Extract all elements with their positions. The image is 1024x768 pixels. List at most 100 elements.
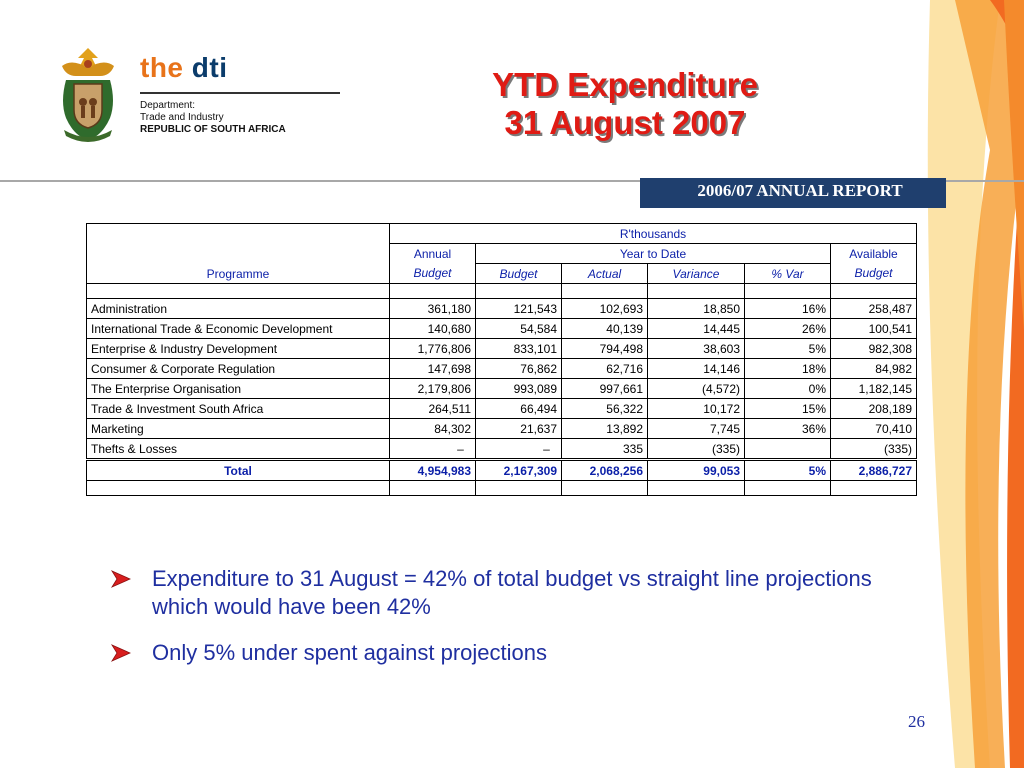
table-row: The Enterprise Organisation 2,179,806 99… (86, 378, 917, 399)
brand-divider (140, 92, 340, 94)
slide-title: YTD Expenditure 31 August 2007 (380, 66, 870, 142)
spacer-row (86, 283, 917, 299)
table-row: Enterprise & Industry Development 1,776,… (86, 338, 917, 359)
ytd-budget-cell: 76,862 (475, 358, 562, 379)
spacer-cell (561, 480, 648, 496)
total-row: Total 4,954,983 2,167,309 2,068,256 99,0… (86, 458, 917, 481)
ytd-variance-cell: 14,146 (647, 358, 745, 379)
red-arrow-bullet-icon (110, 644, 131, 662)
available-budget-cell: 982,308 (830, 338, 917, 359)
spacer-cell (744, 480, 831, 496)
spacer-cell (830, 480, 917, 496)
department-name: Department: Trade and Industry REPUBLIC … (140, 100, 286, 136)
ytd-budget-cell: 993,089 (475, 378, 562, 399)
header-row-units: Programme R'thousands (86, 223, 917, 284)
available-budget-cell: 70,410 (830, 418, 917, 439)
ytd-variance-cell: 18,850 (647, 298, 745, 319)
spacer-cell (475, 480, 562, 496)
ytd-variance-cell: (335) (647, 438, 745, 460)
table-row: Administration 361,180 121,543 102,693 1… (86, 298, 917, 319)
spacer-cell (389, 283, 476, 299)
table-row: Trade & Investment South Africa 264,511 … (86, 398, 917, 419)
dept-line-1: Department: (140, 100, 196, 111)
available-budget-cell: 84,982 (830, 358, 917, 379)
ytd-variance-header: Variance (647, 263, 745, 284)
available-header: Available (830, 243, 917, 264)
pct-var-cell: 5% (744, 338, 831, 359)
coat-of-arms-icon (62, 48, 114, 142)
ytd-budget-cell: – (475, 438, 562, 460)
pct-var-cell (744, 438, 831, 460)
ytd-budget-cell: 121,543 (475, 298, 562, 319)
dept-line-2: Trade and Industry (140, 112, 224, 123)
programme-cell: Administration (86, 298, 390, 319)
spacer-cell (389, 480, 476, 496)
table-row: Thefts & Losses – – 335 (335) (335) (86, 438, 917, 460)
available-budget-cell: 100,541 (830, 318, 917, 339)
title-line-2: 31 August 2007 (504, 104, 746, 141)
brand-wordmark: the dti (140, 52, 228, 84)
programme-cell: Consumer & Corporate Regulation (86, 358, 390, 379)
ytd-budget-cell: 21,637 (475, 418, 562, 439)
ytd-actual-cell: 13,892 (561, 418, 648, 439)
ytd-variance-cell: 38,603 (647, 338, 745, 359)
annual-budget-cell: 147,698 (389, 358, 476, 379)
ytd-actual-cell: 102,693 (561, 298, 648, 319)
annual-header: Annual (389, 243, 476, 264)
brand-dti: dti (191, 52, 228, 83)
spacer-cell (561, 283, 648, 299)
ytd-variance-cell: (4,572) (647, 378, 745, 399)
ytd-actual-cell: 794,498 (561, 338, 648, 359)
available-budget-cell: (335) (830, 438, 917, 460)
spacer-cell (86, 480, 390, 496)
pct-var-cell: 16% (744, 298, 831, 319)
annual-budget-header: Budget (389, 263, 476, 284)
page-number: 26 (908, 712, 925, 731)
expenditure-table: Programme R'thousands Annual Year to Dat… (86, 223, 917, 496)
annual-budget-cell: 264,511 (389, 398, 476, 419)
table-row: Marketing 84,302 21,637 13,892 7,745 36%… (86, 418, 917, 439)
total-actual-cell: 2,068,256 (561, 458, 648, 481)
total-annual-cell: 4,954,983 (389, 458, 476, 481)
programme-cell: Enterprise & Industry Development (86, 338, 390, 359)
annual-budget-cell: 1,776,806 (389, 338, 476, 359)
programme-header: Programme (86, 223, 390, 284)
bullet-list: Expenditure to 31 August = 42% of total … (110, 565, 900, 685)
bullet-text: Expenditure to 31 August = 42% of total … (152, 566, 872, 619)
ytd-actual-header: Actual (561, 263, 648, 284)
spacer-cell (475, 283, 562, 299)
header-divider (0, 180, 1024, 182)
dept-line-3: REPUBLIC OF SOUTH AFRICA (140, 124, 286, 135)
spacer-row (86, 480, 917, 496)
ytd-budget-header: Budget (475, 263, 562, 284)
header-row-columns: Budget Budget Actual Variance % Var Budg… (87, 263, 917, 284)
annual-budget-cell: 2,179,806 (389, 378, 476, 399)
ytd-variance-cell: 7,745 (647, 418, 745, 439)
spacer-cell (86, 283, 390, 299)
bullet-item: Only 5% under spent against projections (110, 639, 900, 667)
total-variance-cell: 99,053 (647, 458, 745, 481)
programme-cell: Marketing (86, 418, 390, 439)
spacer-cell (647, 480, 745, 496)
ytd-actual-cell: 40,139 (561, 318, 648, 339)
ytd-actual-cell: 997,661 (561, 378, 648, 399)
annual-report-tab (640, 178, 946, 208)
total-pct-cell: 5% (744, 458, 831, 481)
ytd-budget-cell: 54,584 (475, 318, 562, 339)
available-budget-cell: 1,182,145 (830, 378, 917, 399)
spacer-cell (830, 283, 917, 299)
bullet-item: Expenditure to 31 August = 42% of total … (110, 565, 900, 621)
title-line-1: YTD Expenditure (492, 66, 758, 103)
total-available-cell: 2,886,727 (830, 458, 917, 481)
annual-budget-cell: 361,180 (389, 298, 476, 319)
units-header: R'thousands (389, 223, 917, 244)
table-row: International Trade & Economic Developme… (86, 318, 917, 339)
pct-var-cell: 15% (744, 398, 831, 419)
programme-cell: Thefts & Losses (86, 438, 390, 460)
ytd-budget-cell: 66,494 (475, 398, 562, 419)
programme-cell: International Trade & Economic Developme… (86, 318, 390, 339)
ytd-budget-cell: 833,101 (475, 338, 562, 359)
total-label: Total (86, 458, 390, 481)
annual-budget-cell: 140,680 (389, 318, 476, 339)
